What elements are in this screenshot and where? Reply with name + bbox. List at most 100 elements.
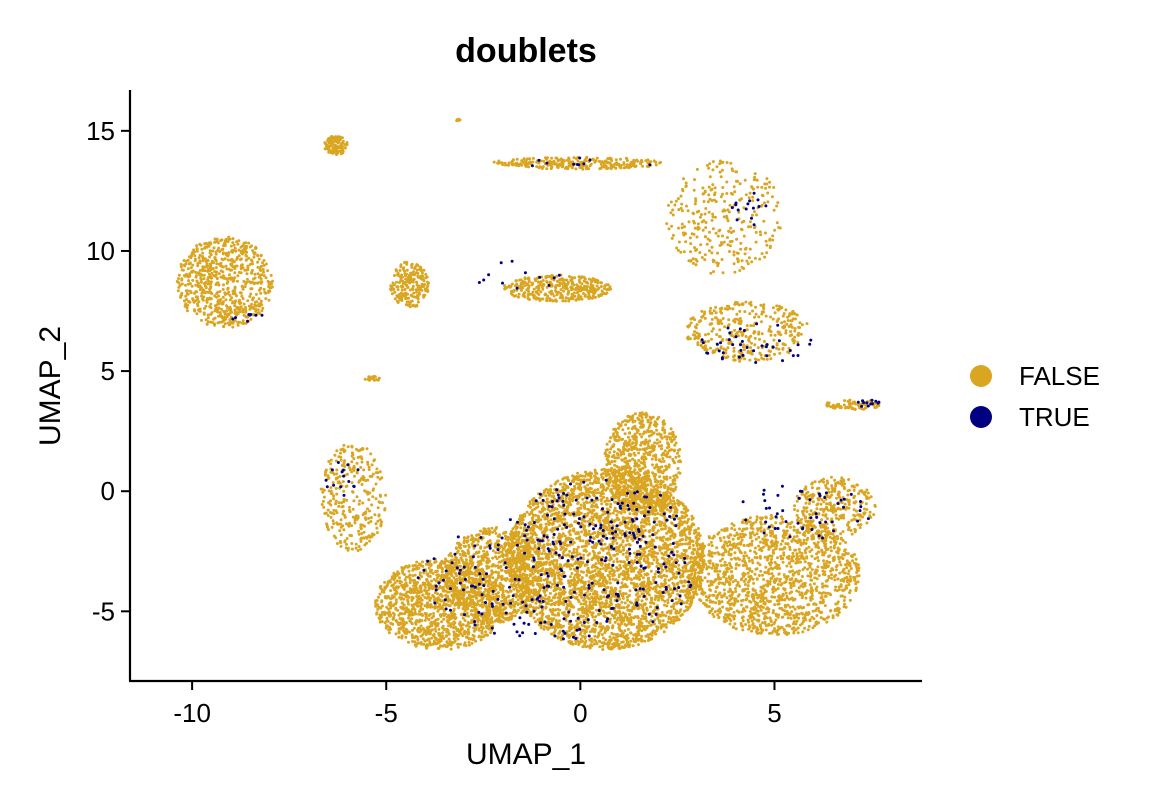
data-point: [594, 615, 598, 619]
data-point: [595, 642, 599, 646]
data-point: [625, 605, 629, 609]
data-point: [594, 562, 598, 566]
data-point: [649, 596, 653, 600]
data-point: [588, 478, 591, 482]
data-point: [555, 559, 559, 563]
data-point: [691, 522, 695, 526]
data-point: [678, 598, 681, 602]
data-point: [554, 480, 558, 484]
data-point: [672, 619, 676, 622]
data-point: [645, 619, 649, 623]
data-point: [672, 607, 676, 611]
data-point: [548, 591, 552, 595]
data-point: [385, 611, 389, 615]
data-point: [387, 611, 391, 615]
data-point: [601, 648, 605, 651]
data-point: [653, 575, 657, 579]
data-point: [529, 614, 532, 618]
data-point: [541, 502, 545, 506]
data-point: [441, 603, 445, 607]
data-point: [645, 522, 649, 526]
data-point: [395, 573, 399, 577]
data-point: [452, 609, 456, 613]
data-point: [570, 524, 574, 528]
data-point: [681, 503, 685, 507]
data-point: [549, 617, 553, 621]
data-point: [549, 488, 553, 492]
data-point: [608, 635, 612, 639]
data-point: [387, 603, 391, 606]
data-point: [551, 536, 555, 539]
data-point: [540, 552, 544, 556]
data-point: [610, 613, 614, 617]
data-point: [609, 556, 613, 560]
data-point: [383, 580, 387, 584]
data-point: [659, 523, 663, 527]
data-point: [427, 588, 431, 592]
data-point: [568, 533, 572, 537]
data-point: [570, 479, 574, 483]
data-point: [636, 615, 640, 619]
data-point: [621, 594, 625, 598]
data-point: [626, 644, 630, 648]
data-point: [656, 552, 660, 555]
data-point: [596, 581, 600, 585]
data-point: [648, 636, 652, 640]
data-point: [415, 564, 419, 568]
data-point: [581, 645, 585, 649]
data-point: [617, 606, 621, 609]
data-point: [579, 564, 583, 568]
data-point: [556, 636, 560, 640]
data-point: [693, 547, 697, 551]
data-point: [596, 566, 600, 570]
data-point: [566, 475, 569, 479]
data-point: [578, 535, 582, 539]
data-point: [434, 597, 438, 601]
data-point: [668, 537, 672, 541]
data-point: [550, 599, 554, 602]
data-point: [442, 614, 446, 617]
data-point: [654, 589, 658, 593]
data-point: [430, 568, 434, 572]
data-point: [600, 547, 604, 551]
data-point: [552, 572, 556, 576]
data-point: [551, 491, 555, 495]
data-point: [395, 579, 399, 583]
data-point: [660, 527, 663, 531]
data-point: [401, 624, 405, 628]
data-point: [560, 521, 564, 524]
data-point: [458, 564, 462, 568]
data-point: [586, 625, 589, 629]
data-point: [684, 549, 688, 552]
data-point: [652, 526, 656, 530]
data-point: [375, 599, 379, 602]
data-point: [564, 496, 568, 500]
data-point: [663, 582, 667, 586]
data-point: [558, 630, 562, 634]
data-point: [599, 567, 602, 571]
data-point: [681, 572, 685, 576]
data-point: [692, 595, 695, 599]
data-point: [538, 510, 542, 514]
data-point: [623, 629, 627, 633]
data-point: [621, 516, 625, 520]
data-point: [426, 601, 429, 605]
data-point: [674, 597, 678, 601]
data-point: [562, 549, 566, 553]
data-point: [661, 509, 665, 513]
data-point: [399, 621, 403, 625]
data-point: [652, 558, 656, 562]
data-point: [616, 616, 620, 620]
data-point: [645, 625, 649, 628]
data-point: [442, 617, 446, 621]
data-point: [632, 607, 636, 611]
data-point: [558, 578, 562, 581]
data-point: [414, 622, 418, 626]
data-point: [511, 540, 515, 544]
data-point: [592, 642, 596, 646]
data-point: [542, 588, 546, 592]
data-point: [449, 642, 453, 646]
data-point: [642, 610, 646, 614]
data-point: [607, 524, 611, 528]
